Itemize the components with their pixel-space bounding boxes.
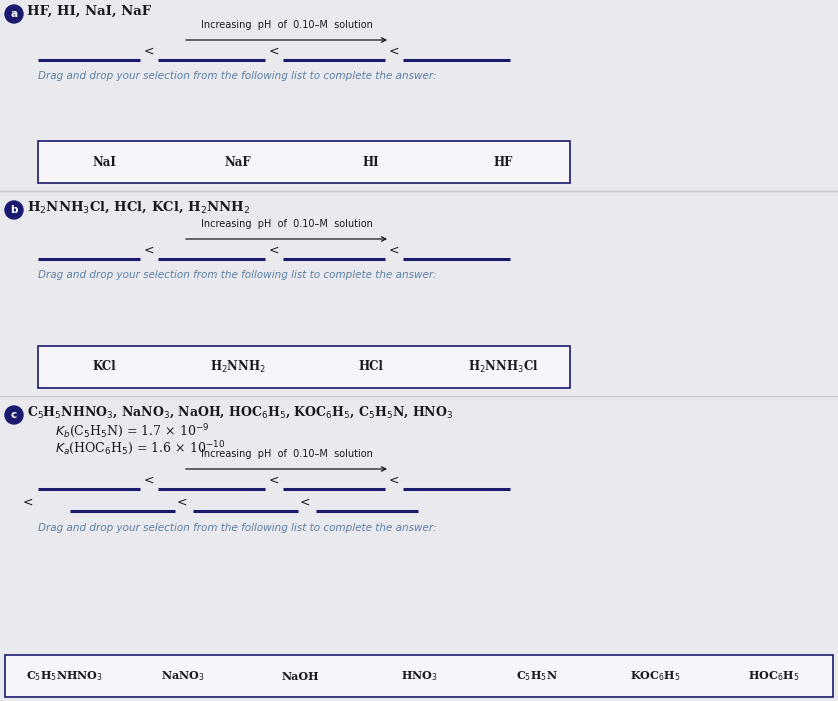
Text: HCl: HCl [358,360,383,374]
Text: KCl: KCl [93,360,116,374]
Text: HOC$_6$H$_5$: HOC$_6$H$_5$ [748,669,799,683]
Text: KOC$_6$H$_5$: KOC$_6$H$_5$ [630,669,680,683]
Text: <: < [269,244,279,257]
Text: HI: HI [362,156,379,168]
Text: HF, HI, NaI, NaF: HF, HI, NaI, NaF [27,4,151,18]
Text: b: b [10,205,18,215]
Text: <: < [389,244,399,257]
Bar [5,655,833,697]
Text: <: < [177,496,187,509]
Text: <: < [144,474,154,487]
Text: HNO$_3$: HNO$_3$ [401,669,437,683]
Text: $K_b$(C$_5$H$_5$N) = 1.7 × 10$^{-9}$: $K_b$(C$_5$H$_5$N) = 1.7 × 10$^{-9}$ [55,422,210,440]
Text: NaI: NaI [92,156,116,168]
Text: c: c [11,410,17,420]
Text: <: < [269,474,279,487]
Text: $K_a$(HOC$_6$H$_5$) = 1.6 × 10$^{-10}$: $K_a$(HOC$_6$H$_5$) = 1.6 × 10$^{-10}$ [55,439,225,457]
Text: <: < [389,474,399,487]
Text: Increasing  pH  of  0.10–M  solution: Increasing pH of 0.10–M solution [200,449,372,459]
Text: Drag and drop your selection from the following list to complete the answer:: Drag and drop your selection from the fo… [38,270,437,280]
Bar [0,0,838,191]
Text: H$_2$NNH$_3$Cl: H$_2$NNH$_3$Cl [468,359,539,375]
Text: H$_2$NNH$_2$: H$_2$NNH$_2$ [210,359,266,375]
Text: <: < [23,496,34,509]
Text: HF: HF [494,156,513,168]
Text: NaOH: NaOH [282,670,319,681]
Text: <: < [269,45,279,58]
Text: C$_5$H$_5$NHNO$_3$: C$_5$H$_5$NHNO$_3$ [26,669,102,683]
Text: Increasing  pH  of  0.10–M  solution: Increasing pH of 0.10–M solution [200,219,372,229]
Text: <: < [144,45,154,58]
Text: <: < [389,45,399,58]
Bar [0,196,838,396]
Text: C$_5$H$_5$NHNO$_3$, NaNO$_3$, NaOH, HOC$_6$H$_5$, KOC$_6$H$_5$, C$_5$H$_5$N, HNO: C$_5$H$_5$NHNO$_3$, NaNO$_3$, NaOH, HOC$… [27,404,453,420]
Text: Increasing  pH  of  0.10–M  solution: Increasing pH of 0.10–M solution [200,20,372,30]
Circle shape [5,201,23,219]
Text: a: a [10,9,18,19]
Bar [38,141,570,183]
Text: NaF: NaF [225,156,251,168]
Text: <: < [300,496,310,509]
Circle shape [5,5,23,23]
Text: C$_5$H$_5$N: C$_5$H$_5$N [516,669,558,683]
Text: H$_2$NNH$_3$Cl, HCl, KCl, H$_2$NNH$_2$: H$_2$NNH$_3$Cl, HCl, KCl, H$_2$NNH$_2$ [27,199,250,215]
Circle shape [5,406,23,424]
Bar [0,401,838,701]
Text: Drag and drop your selection from the following list to complete the answer:: Drag and drop your selection from the fo… [38,523,437,533]
Text: <: < [144,244,154,257]
Text: NaNO$_3$: NaNO$_3$ [161,669,204,683]
Bar [38,346,570,388]
Text: Drag and drop your selection from the following list to complete the answer:: Drag and drop your selection from the fo… [38,71,437,81]
